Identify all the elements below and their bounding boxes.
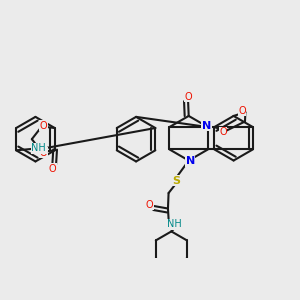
Text: O: O — [40, 121, 47, 130]
Text: O: O — [146, 200, 154, 210]
Text: O: O — [49, 164, 56, 174]
Text: O: O — [219, 128, 227, 137]
Text: S: S — [172, 176, 180, 186]
Text: NH: NH — [32, 143, 46, 154]
Text: O: O — [40, 148, 47, 158]
Text: NH: NH — [167, 219, 182, 229]
Text: N: N — [202, 121, 211, 130]
Text: O: O — [238, 106, 246, 116]
Text: N: N — [186, 156, 195, 166]
Text: O: O — [184, 92, 192, 102]
